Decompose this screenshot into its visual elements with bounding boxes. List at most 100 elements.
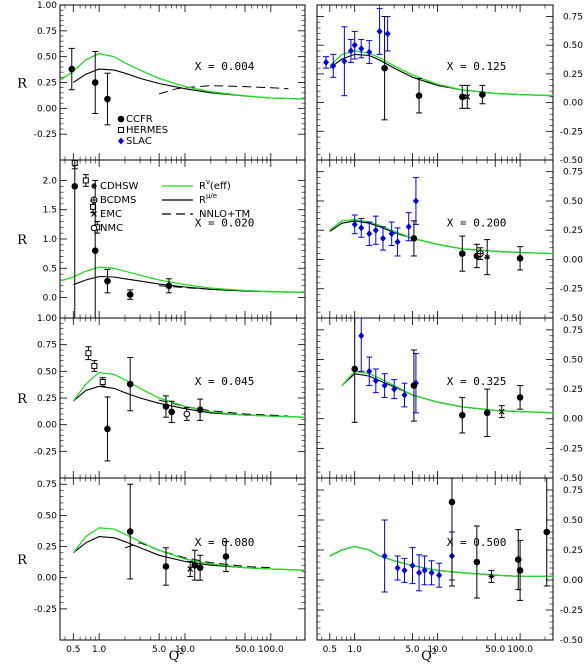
marker-slac (428, 569, 435, 577)
marker-slac (351, 220, 358, 228)
data-point-ccfr (410, 220, 418, 257)
y-tick-label: 0.75 (563, 168, 583, 178)
panel-label: X = 0.020 (195, 216, 255, 229)
marker-slac (421, 566, 428, 574)
x-tick-label: 100.0 (507, 645, 533, 655)
data-point-slac (380, 226, 387, 251)
marker-slac (391, 385, 398, 393)
data-point-slac (323, 56, 330, 69)
y-tick-label: 0.00 (37, 104, 57, 114)
panel-label: X = 0.080 (195, 536, 255, 549)
x-tick-label: 0.5 (323, 645, 337, 655)
panel-frame (59, 159, 306, 319)
r-mu-e-curve (72, 536, 305, 571)
marker-emc (464, 93, 471, 100)
marker-slac (394, 238, 401, 246)
x-tick-label: 0.5 (66, 645, 80, 655)
data-point-cdhsw (484, 239, 491, 276)
r-nu-eff-curve (341, 370, 553, 414)
data-point-ccfr (104, 72, 111, 126)
y-tick-label: 0.00 (37, 421, 57, 431)
data-points (351, 177, 524, 276)
y-axis-label: R (17, 392, 28, 407)
data-point-slac (366, 356, 373, 387)
legend-marker-nmc (90, 224, 98, 232)
data-point-slac (366, 40, 373, 65)
data-point-ccfr (516, 246, 524, 271)
data-point-emc (187, 560, 194, 577)
x-tick-label: 1.0 (92, 645, 107, 655)
panel-label: X = 0.004 (195, 60, 255, 73)
marker-slac (381, 382, 388, 390)
legend-label-hermes: HERMES (126, 125, 168, 136)
marker-hermes (85, 350, 92, 357)
data-point-ccfr (196, 554, 204, 581)
marker-slac (394, 564, 401, 572)
data-point-slac (388, 221, 395, 246)
x-tick-label: 5.0 (152, 645, 167, 655)
data-point-hermes (91, 360, 98, 372)
r-nu-eff-curve (72, 371, 305, 418)
marker-slac (341, 57, 348, 65)
marker-hermes (82, 177, 89, 184)
panel-x500: -0.50 -0.25 0.00 0.25 0.50 0.75 X = 0.500 0.5 1.… (316, 477, 583, 655)
marker-ccfr (222, 553, 230, 560)
y-axis-label: R (17, 233, 28, 248)
x-axis-label: Q2 (421, 647, 437, 664)
data-point-slac (421, 555, 428, 586)
y-tick-label: 0.25 (37, 79, 57, 89)
data-point-ccfr (191, 549, 199, 581)
marker-ccfr (126, 528, 134, 535)
legend-label-ccfr: CCFR (126, 114, 153, 125)
curves (329, 219, 553, 255)
panel-frame (59, 477, 306, 641)
y-tick-label: 0.25 (563, 385, 583, 395)
data-point-ccfr (410, 349, 418, 422)
panel-x004: -0.25 0.00 0.25 0.50 0.75 1.00 X = 0.004 (34, 1, 306, 161)
y-tick-label: -0.25 (560, 606, 583, 616)
marker-slac (412, 197, 419, 205)
data-point-slac (351, 214, 358, 235)
marker-ccfr (68, 65, 76, 73)
marker-slac (409, 562, 416, 570)
marker-slac (358, 45, 365, 53)
legend-entry-ccfr: CCFR (117, 114, 153, 125)
marker-slac (366, 367, 373, 375)
data-point-slac (372, 368, 379, 394)
data-points (68, 47, 111, 126)
marker-ccfr (479, 91, 486, 98)
data-point-ccfr (415, 77, 423, 114)
legend-entry-nmc: NMC (90, 223, 123, 234)
data-points (85, 346, 204, 462)
data-point-slac (341, 26, 348, 97)
panel-frame (316, 477, 554, 641)
data-point-slac (372, 215, 379, 245)
data-point-slac (405, 212, 412, 242)
marker-ccfr (415, 92, 423, 100)
data-point-ccfr (196, 398, 204, 421)
y-tick-label: 0.75 (563, 326, 583, 336)
nnlo-tm-curve (158, 85, 289, 95)
data-point-slac (401, 382, 408, 408)
panel-label: X = 0.200 (447, 216, 507, 229)
marker-slac (436, 571, 443, 579)
legend-entry-slac: SLAC (118, 136, 152, 147)
y-tick-label: 0.0 (43, 294, 58, 304)
curves (72, 371, 305, 418)
marker-ccfr (104, 95, 111, 103)
marker-slac (380, 234, 387, 242)
marker-slac (330, 62, 337, 70)
y-tick-label: -0.50 (560, 474, 584, 484)
panel-x020: 0.0 0.5 1.0 1.5 2.0 X = 0.020 (43, 159, 306, 319)
panel-label: X = 0.500 (447, 536, 507, 549)
data-point-ccfr (222, 541, 230, 572)
x-tick-label: 100.0 (258, 645, 284, 655)
data-point-slac (381, 519, 388, 593)
x-tick-label: 50.0 (235, 645, 255, 655)
data-point-slac (347, 38, 354, 63)
y-tick-label: 0.25 (563, 70, 583, 80)
y-tick-label: 0.50 (563, 516, 583, 526)
marker-ccfr (458, 93, 466, 101)
marker-slac (405, 223, 412, 231)
